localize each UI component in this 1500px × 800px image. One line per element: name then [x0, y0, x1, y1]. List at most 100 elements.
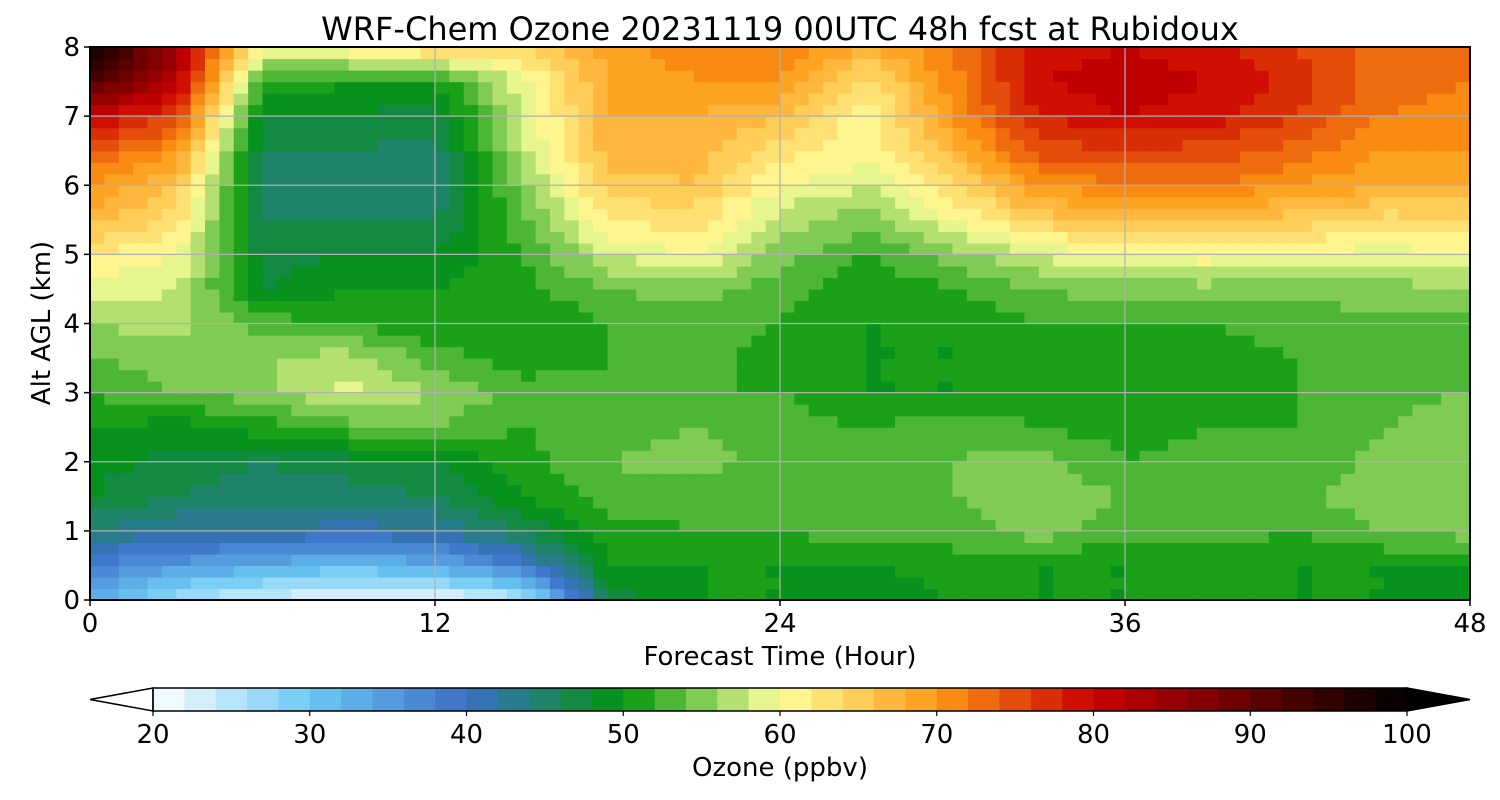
ozone-cell: [823, 127, 839, 140]
ozone-cell: [780, 231, 795, 244]
ozone-cell: [1369, 93, 1385, 106]
ozone-cell: [550, 104, 565, 117]
ozone-cell: [205, 369, 220, 382]
ozone-cell: [995, 81, 1011, 94]
ozone-cell: [1168, 484, 1184, 497]
ozone-cell: [1225, 369, 1241, 382]
ozone-cell: [133, 346, 149, 359]
ozone-cell: [1225, 542, 1241, 555]
ozone-cell: [1024, 104, 1040, 117]
ozone-cell: [636, 392, 652, 405]
ozone-cell: [133, 415, 149, 428]
ozone-cell: [823, 519, 839, 532]
ozone-cell: [1311, 438, 1327, 451]
ozone-cell: [176, 565, 192, 578]
ozone-cell: [1038, 484, 1054, 497]
ozone-cell: [1081, 162, 1097, 175]
ozone-cell: [104, 542, 120, 555]
ozone-cell: [248, 58, 264, 71]
ozone-cell: [1067, 519, 1083, 532]
ozone-cell: [1110, 173, 1126, 186]
ozone-cell: [1383, 553, 1399, 567]
ozone-cell: [190, 254, 206, 267]
ozone-cell: [780, 116, 795, 129]
ozone-cell: [938, 150, 954, 163]
ozone-cell: [621, 542, 637, 555]
ozone-cell: [808, 542, 824, 555]
ozone-cell: [995, 496, 1011, 509]
ozone-cell: [550, 496, 565, 509]
ozone-cell: [722, 335, 738, 348]
ozone-cell: [1268, 173, 1284, 186]
ozone-cell: [981, 427, 997, 440]
ozone-cell: [650, 404, 666, 417]
ozone-cell: [1153, 254, 1169, 267]
ozone-cell: [1355, 58, 1370, 71]
ozone-cell: [794, 173, 810, 186]
ozone-cell: [205, 47, 220, 60]
ozone-cell: [90, 392, 105, 405]
ozone-cell: [1441, 116, 1457, 129]
ozone-cell: [1283, 196, 1299, 209]
ozone-cell: [535, 369, 551, 382]
ozone-cell: [851, 358, 867, 371]
ozone-cell: [636, 196, 652, 209]
ozone-cell: [1067, 484, 1083, 497]
ozone-cell: [1225, 404, 1241, 417]
ozone-cell: [348, 496, 364, 509]
ozone-cell: [104, 438, 120, 451]
ozone-cell: [866, 311, 882, 325]
ozone-cell: [391, 81, 407, 94]
ozone-cell: [1383, 461, 1399, 474]
ozone-cell: [506, 415, 522, 428]
ozone-cell: [1383, 576, 1399, 590]
ozone-cell: [1326, 392, 1342, 405]
ozone-cell: [808, 392, 824, 405]
ozone-cell: [1024, 565, 1040, 578]
ozone-cell: [1139, 438, 1155, 451]
ozone-cell: [1168, 519, 1184, 532]
ozone-cell: [535, 519, 551, 532]
ozone-cell: [751, 242, 767, 255]
ozone-cell: [449, 208, 465, 221]
ozone-cell: [679, 381, 695, 394]
ozone-cell: [190, 542, 206, 555]
ozone-cell: [391, 127, 407, 140]
ozone-cell: [621, 381, 637, 394]
ozone-cell: [952, 553, 968, 567]
ozone-cell: [535, 139, 551, 152]
ozone-cell: [1426, 185, 1442, 198]
ozone-cell: [607, 323, 623, 336]
ozone-cell: [1067, 208, 1083, 221]
ozone-cell: [161, 288, 177, 302]
ozone-cell: [90, 323, 105, 336]
ozone-cell: [363, 335, 379, 348]
ozone-cell: [406, 150, 422, 163]
ozone-cell: [1283, 231, 1299, 244]
ozone-cell: [147, 311, 163, 325]
ozone-cell: [420, 369, 436, 382]
ozone-cell: [463, 461, 479, 474]
ozone-cell: [665, 484, 680, 497]
ozone-cell: [435, 208, 450, 221]
ozone-cell: [794, 392, 810, 405]
ozone-cell: [1398, 116, 1414, 129]
ozone-cell: [938, 173, 954, 186]
ozone-cell: [808, 358, 824, 371]
ozone-cell: [1053, 162, 1069, 175]
ozone-cell: [1240, 311, 1255, 325]
ozone-cell: [1412, 58, 1428, 71]
ozone-cell: [938, 553, 954, 567]
ozone-cell: [1182, 116, 1198, 129]
ozone-cell: [1125, 116, 1140, 129]
ozone-cell: [708, 185, 724, 198]
ozone-cell: [219, 427, 235, 440]
ozone-cell: [406, 323, 422, 336]
ozone-cell: [1010, 542, 1025, 555]
ozone-cell: [463, 496, 479, 509]
ozone-cell: [880, 461, 896, 474]
ozone-cell: [1053, 415, 1069, 428]
ozone-cell: [1096, 404, 1112, 417]
ozone-cell: [521, 323, 537, 336]
ozone-cell: [621, 58, 637, 71]
